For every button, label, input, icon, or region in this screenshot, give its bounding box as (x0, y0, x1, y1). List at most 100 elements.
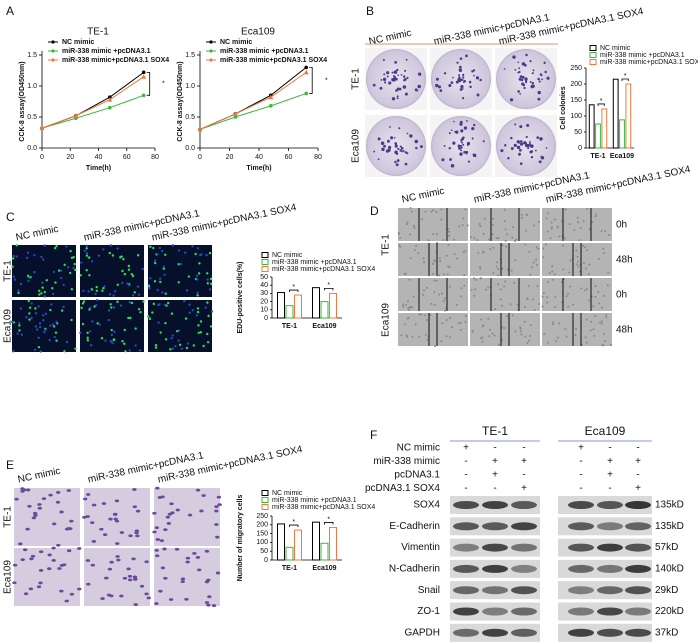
nucleus (151, 311, 154, 314)
cell (32, 511, 38, 515)
texture (476, 239, 479, 242)
cell (160, 495, 165, 499)
cell (204, 549, 210, 553)
colony (471, 137, 474, 140)
colony (391, 78, 395, 82)
cell (14, 497, 19, 501)
legend-label: NC mimic (272, 490, 303, 497)
texture (484, 288, 487, 291)
nucleus (195, 274, 199, 278)
nucleus (95, 285, 98, 289)
nucleus (178, 343, 182, 347)
bar (320, 542, 329, 561)
texture (531, 266, 534, 269)
colony (510, 136, 513, 140)
nucleus (196, 247, 200, 250)
texture (461, 224, 464, 227)
cell (51, 522, 57, 526)
texture (415, 244, 418, 247)
band (482, 543, 508, 552)
sign: + (635, 456, 641, 467)
colony (402, 75, 406, 78)
colony (519, 75, 523, 79)
nucleus (82, 289, 85, 293)
colony (514, 68, 517, 71)
texture (547, 281, 550, 284)
nucleus (123, 328, 126, 332)
nucleus (110, 306, 113, 309)
texture (528, 250, 531, 253)
y-tick-label: 150 (570, 97, 582, 104)
texture (578, 270, 581, 273)
cell (57, 567, 62, 570)
texture (473, 237, 476, 240)
texture (462, 217, 465, 220)
nucleus (72, 266, 75, 270)
nucleus (199, 320, 203, 323)
texture (535, 246, 538, 249)
texture (402, 305, 405, 308)
texture (584, 289, 587, 292)
nucleus (127, 268, 131, 271)
colony (443, 72, 447, 75)
nucleus (11, 265, 14, 268)
colony (537, 90, 541, 95)
cell (59, 589, 64, 593)
nucleus (43, 295, 46, 298)
band (625, 607, 651, 616)
bar (619, 119, 625, 149)
nucleus (202, 344, 205, 348)
nucleus (146, 315, 150, 318)
texture (432, 233, 435, 236)
texture (586, 207, 589, 210)
texture (600, 320, 603, 323)
colony (396, 87, 400, 91)
cell (162, 547, 167, 551)
texture (575, 327, 578, 330)
time-label: 0h (616, 220, 627, 231)
colony (396, 159, 400, 162)
marker (107, 97, 113, 102)
nucleus (128, 349, 131, 352)
protein-label: GAPDH (404, 627, 440, 638)
texture (537, 220, 540, 223)
colony (385, 149, 390, 153)
colony (379, 86, 383, 90)
texture (602, 332, 605, 335)
cell (51, 559, 56, 562)
texture (558, 235, 561, 238)
texture (398, 244, 401, 247)
texture (440, 218, 443, 221)
significance-bracket (289, 289, 299, 293)
marker (232, 111, 238, 116)
texture (556, 336, 559, 339)
y-tick-label: 150 (256, 530, 268, 537)
band (482, 607, 508, 616)
texture (459, 295, 462, 298)
texture (563, 237, 566, 240)
nucleus (74, 347, 77, 350)
texture (439, 260, 442, 263)
colony (452, 76, 454, 79)
colony (518, 67, 521, 70)
colony (453, 120, 455, 123)
texture (607, 271, 610, 274)
panel-label: F (370, 428, 377, 442)
texture (424, 314, 427, 317)
bar (320, 301, 329, 319)
colony (513, 143, 517, 147)
texture (494, 308, 497, 311)
legend-label: miR-338 mimic+pcDNA3.1 SOX4 (272, 504, 375, 511)
nucleus (164, 253, 167, 256)
legend-marker (209, 49, 213, 53)
colony (539, 137, 543, 141)
colony (532, 69, 535, 72)
legend-swatch (261, 490, 269, 496)
marker (233, 115, 238, 119)
texture (426, 286, 429, 289)
nucleus (121, 339, 124, 343)
texture (408, 306, 411, 309)
colony (415, 146, 418, 150)
colony (537, 97, 541, 101)
cell (25, 488, 31, 492)
